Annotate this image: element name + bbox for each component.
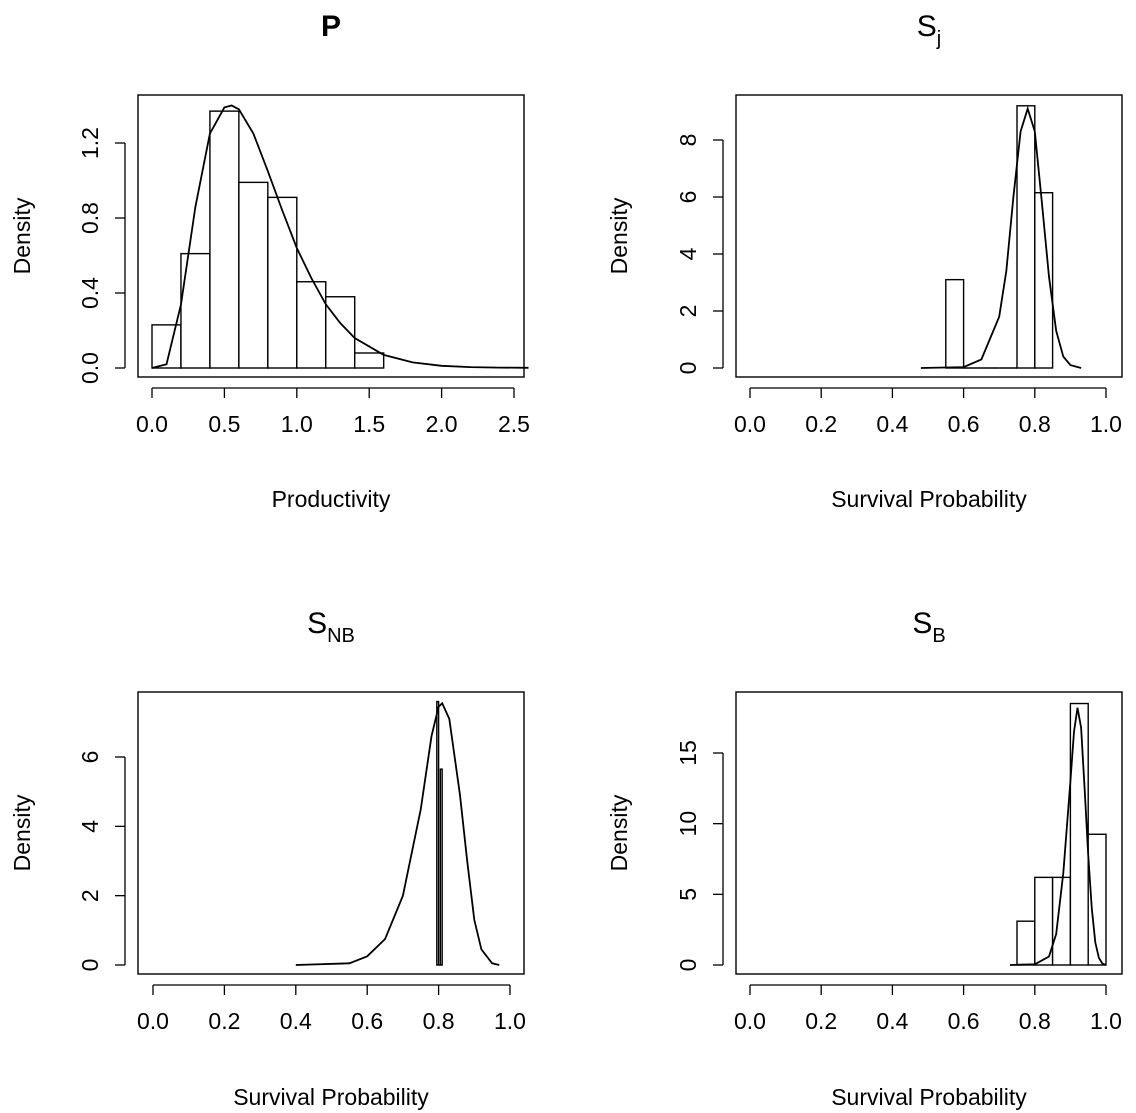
y-tick-label: 6 <box>675 191 701 204</box>
y-axis-label: Density <box>606 794 632 871</box>
histogram-bar <box>945 278 965 369</box>
panel-title-subscript: B <box>932 625 945 647</box>
y-axis-label: Density <box>9 794 35 871</box>
y-tick-label: 4 <box>77 820 103 833</box>
x-tick-label: 0.0 <box>137 1008 169 1034</box>
histogram-bar <box>267 196 298 369</box>
x-tick-label: 0.4 <box>876 411 908 437</box>
y-tick-label: 15 <box>675 740 701 766</box>
x-axis-label: Survival Probability <box>233 1084 429 1110</box>
y-tick-label: 0.8 <box>77 202 103 234</box>
x-axis-label: Survival Probability <box>831 486 1027 512</box>
x-tick-label: 0.4 <box>280 1008 312 1034</box>
y-tick-label: 0 <box>675 959 701 972</box>
y-axis-label: Density <box>9 197 35 274</box>
chart-panel-3: SNB 0.0 0.2 0.4 0.6 0.8 1.0 0 2 4 6 Survival Probab… <box>9 607 526 1110</box>
y-tick-label: 2 <box>675 305 701 318</box>
chart-panel-2: Sj 0.0 0.2 0.4 0.6 0.8 1.0 0 2 4 6 8 Survival Probab… <box>606 10 1123 512</box>
y-tick-label: 0.4 <box>77 277 103 309</box>
panel-title-main: S <box>917 10 937 43</box>
histogram-bar <box>238 181 269 369</box>
y-tick-label: 2 <box>77 889 103 902</box>
y-tick-label: 10 <box>675 811 701 837</box>
panel-title-subscript: NB <box>327 625 355 647</box>
histogram-bar <box>1087 833 1107 966</box>
chart-panel-4: SB 0.0 0.2 0.4 0.6 0.8 1.0 0 5 10 15 Survival Proba… <box>606 607 1123 1110</box>
x-axis-label: Survival Probability <box>831 1084 1027 1110</box>
x-tick-label: 1.0 <box>1090 1008 1122 1034</box>
x-tick-label: 2.0 <box>426 411 458 437</box>
y-tick-label: 4 <box>675 247 701 260</box>
y-tick-label: 1.2 <box>77 127 103 159</box>
x-tick-label: 1.0 <box>494 1008 526 1034</box>
x-tick-label: 1.0 <box>281 411 313 437</box>
y-tick-label: 0.0 <box>77 352 103 384</box>
x-tick-label: 1.5 <box>353 411 385 437</box>
x-tick-label: 1.0 <box>1090 411 1122 437</box>
x-tick-label: 0.0 <box>136 411 168 437</box>
panel-title: SB <box>912 607 945 647</box>
plot-frame <box>735 94 1123 378</box>
plot-frame <box>137 94 525 378</box>
x-tick-label: 0.4 <box>876 1008 908 1034</box>
plot-frame <box>735 691 1123 975</box>
x-tick-label: 0.5 <box>208 411 240 437</box>
panel-title-subscript: j <box>936 28 941 50</box>
y-tick-label: 5 <box>675 888 701 901</box>
x-tick-label: 0.2 <box>805 1008 837 1034</box>
x-tick-label: 0.8 <box>423 1008 455 1034</box>
panel-title: P <box>321 10 341 43</box>
panel-title-main: P <box>321 10 341 43</box>
y-tick-label: 6 <box>77 751 103 764</box>
x-axis-label: Productivity <box>272 486 391 512</box>
density-curve <box>920 105 1082 369</box>
x-tick-label: 0.6 <box>351 1008 383 1034</box>
x-tick-label: 0.8 <box>1019 411 1051 437</box>
x-tick-label: 0.6 <box>948 1008 980 1034</box>
density-curve <box>295 701 500 966</box>
y-tick-label: 0 <box>77 959 103 972</box>
panel-title-main: S <box>307 607 327 640</box>
histogram-bar <box>436 700 440 966</box>
x-tick-label: 0.2 <box>805 411 837 437</box>
plot-frame <box>137 691 525 975</box>
chart-panel-1: P 0.0 0.5 1.0 1.5 2.0 2.5 0.0 0.4 0.8 1.2 Productiv… <box>9 10 530 512</box>
panel-title-main: S <box>912 607 932 640</box>
panel-title: SNB <box>307 607 355 647</box>
y-axis-label: Density <box>606 197 632 274</box>
x-tick-label: 0.0 <box>734 411 766 437</box>
x-tick-label: 0.6 <box>948 411 980 437</box>
x-tick-label: 2.5 <box>498 411 530 437</box>
y-tick-label: 0 <box>675 362 701 375</box>
x-tick-label: 0.2 <box>208 1008 240 1034</box>
histogram-bar <box>209 110 240 369</box>
density-curve <box>151 104 529 369</box>
panel-title: Sj <box>917 10 941 50</box>
histogram-bar <box>1016 920 1036 966</box>
density-curve <box>1009 707 1107 966</box>
histogram-bar <box>354 352 385 369</box>
histogram-bar <box>439 768 443 966</box>
y-tick-label: 8 <box>675 134 701 147</box>
x-tick-label: 0.8 <box>1019 1008 1051 1034</box>
x-tick-label: 0.0 <box>734 1008 766 1034</box>
histogram-bar <box>1034 192 1054 369</box>
